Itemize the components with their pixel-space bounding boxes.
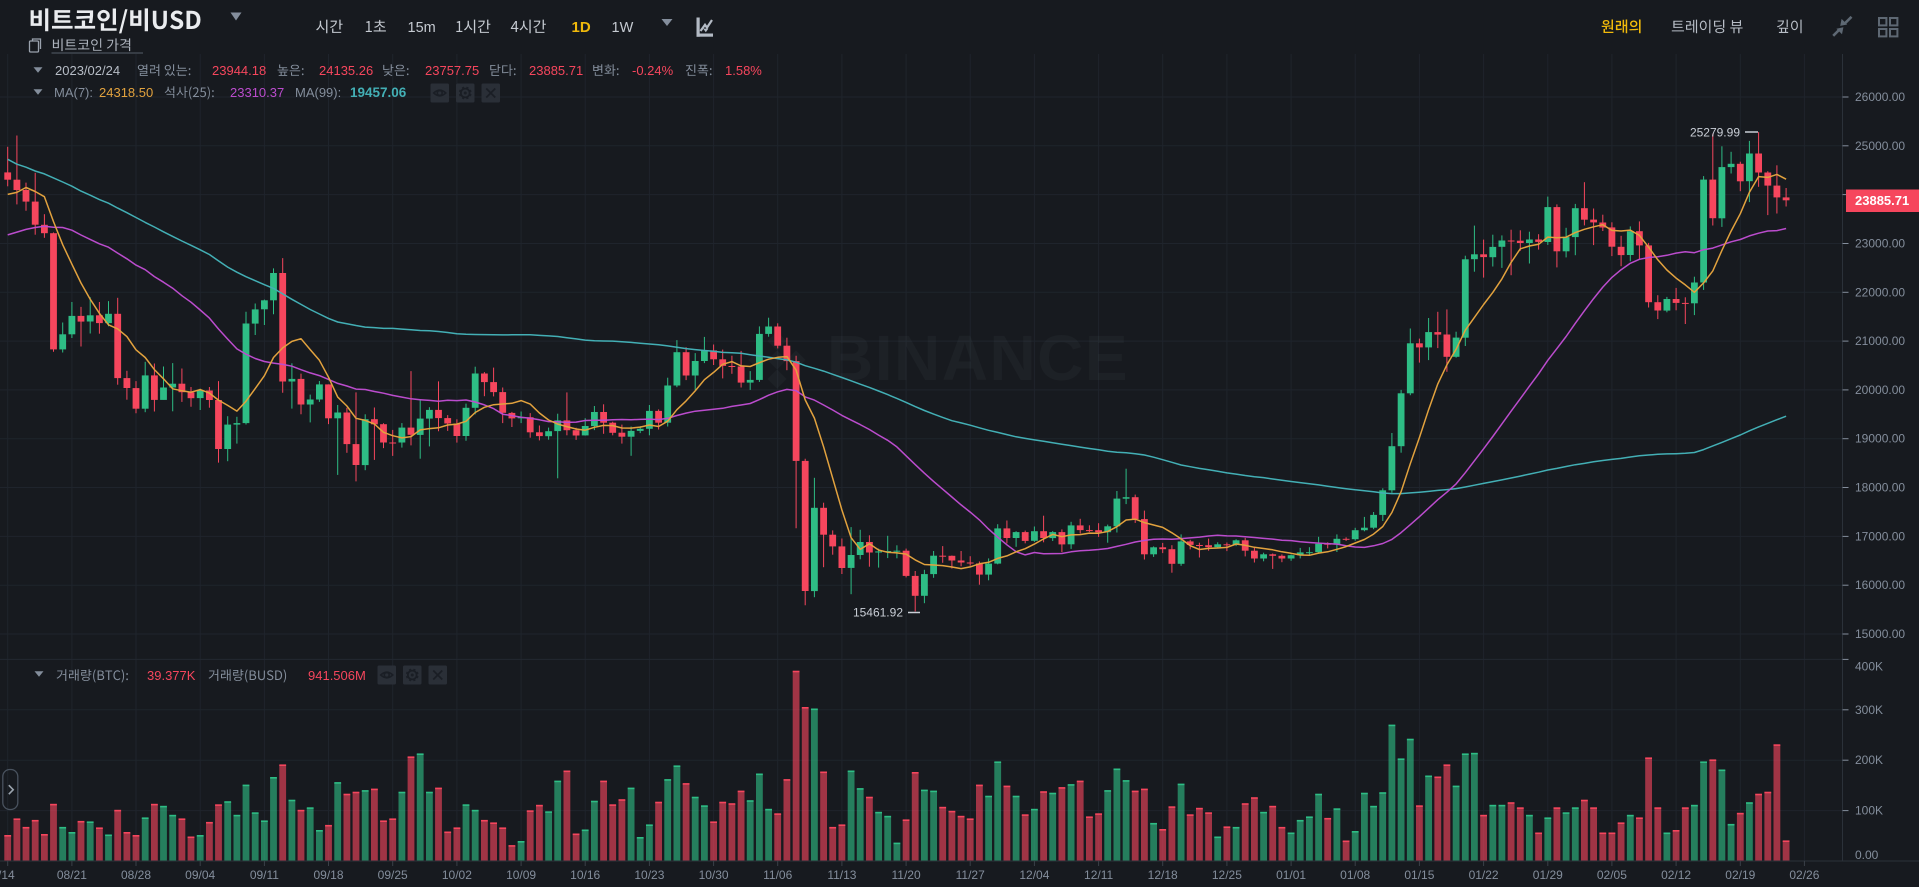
svg-text:11/06: 11/06 bbox=[763, 868, 792, 882]
svg-text:10/30: 10/30 bbox=[699, 868, 729, 882]
svg-text:11/13: 11/13 bbox=[827, 868, 856, 882]
svg-text:16000.00: 16000.00 bbox=[1855, 578, 1905, 592]
svg-text:15461.92: 15461.92 bbox=[853, 606, 903, 620]
svg-text:941.506M: 941.506M bbox=[308, 668, 366, 683]
svg-text:01/08: 01/08 bbox=[1340, 868, 1370, 882]
svg-text:10/09: 10/09 bbox=[506, 868, 536, 882]
svg-text:1W: 1W bbox=[612, 20, 634, 36]
svg-text:10/16: 10/16 bbox=[570, 868, 600, 882]
svg-text:23885.71: 23885.71 bbox=[529, 63, 583, 78]
svg-text:-0.24%: -0.24% bbox=[632, 63, 674, 78]
svg-text:0.00: 0.00 bbox=[1855, 848, 1879, 862]
svg-text:11/27: 11/27 bbox=[956, 868, 985, 882]
svg-text:1D: 1D bbox=[572, 19, 591, 36]
svg-text:15000.00: 15000.00 bbox=[1855, 627, 1905, 641]
svg-text:23000.00: 23000.00 bbox=[1855, 237, 1905, 251]
svg-text:11/20: 11/20 bbox=[892, 868, 921, 882]
svg-text:25000.00: 25000.00 bbox=[1855, 139, 1905, 153]
svg-text:12/04: 12/04 bbox=[1019, 868, 1049, 882]
svg-text:12/25: 12/25 bbox=[1212, 868, 1242, 882]
svg-text:/14: /14 bbox=[0, 868, 15, 882]
svg-text:01/15: 01/15 bbox=[1404, 868, 1434, 882]
svg-text:400K: 400K bbox=[1855, 659, 1883, 673]
svg-text:02/05: 02/05 bbox=[1597, 868, 1627, 882]
svg-text:1.58%: 1.58% bbox=[725, 63, 762, 78]
svg-text:20000.00: 20000.00 bbox=[1855, 383, 1905, 397]
svg-text:02/12: 02/12 bbox=[1661, 868, 1691, 882]
svg-text:09/18: 09/18 bbox=[313, 868, 343, 882]
svg-text:26000.00: 26000.00 bbox=[1855, 90, 1905, 104]
svg-text:17000.00: 17000.00 bbox=[1855, 529, 1905, 543]
svg-text:200K: 200K bbox=[1855, 753, 1883, 767]
svg-text:15m: 15m bbox=[408, 20, 436, 36]
svg-text:23310.37: 23310.37 bbox=[230, 85, 284, 100]
svg-text:12/18: 12/18 bbox=[1148, 868, 1178, 882]
svg-text:19000.00: 19000.00 bbox=[1855, 432, 1905, 446]
svg-text:10/02: 10/02 bbox=[442, 868, 472, 882]
svg-text:MA(99):: MA(99): bbox=[295, 85, 341, 100]
svg-text:09/11: 09/11 bbox=[250, 868, 279, 882]
svg-text:BINANCE: BINANCE bbox=[827, 322, 1129, 394]
svg-text:18000.00: 18000.00 bbox=[1855, 481, 1905, 495]
svg-text:22000.00: 22000.00 bbox=[1855, 285, 1905, 299]
svg-text:19457.06: 19457.06 bbox=[350, 85, 407, 100]
svg-text:02/19: 02/19 bbox=[1725, 868, 1755, 882]
svg-text:21000.00: 21000.00 bbox=[1855, 334, 1905, 348]
svg-text:08/28: 08/28 bbox=[121, 868, 151, 882]
svg-text:02/26: 02/26 bbox=[1789, 868, 1819, 882]
svg-text:MA(7):: MA(7): bbox=[54, 85, 93, 100]
svg-text:39.377K: 39.377K bbox=[147, 668, 196, 683]
svg-text:25279.99: 25279.99 bbox=[1690, 126, 1740, 140]
svg-text:09/04: 09/04 bbox=[185, 868, 215, 882]
svg-text:12/11: 12/11 bbox=[1084, 868, 1113, 882]
svg-text:01/29: 01/29 bbox=[1533, 868, 1563, 882]
svg-text:300K: 300K bbox=[1855, 703, 1883, 717]
svg-text:23944.18: 23944.18 bbox=[212, 63, 266, 78]
svg-text:09/25: 09/25 bbox=[378, 868, 408, 882]
svg-text:01/01: 01/01 bbox=[1276, 868, 1306, 882]
svg-text:01/22: 01/22 bbox=[1469, 868, 1499, 882]
svg-text:24318.50: 24318.50 bbox=[99, 85, 153, 100]
svg-text:08/21: 08/21 bbox=[57, 868, 87, 882]
svg-text:23757.75: 23757.75 bbox=[425, 63, 479, 78]
svg-text:24135.26: 24135.26 bbox=[319, 63, 373, 78]
svg-text:23885.71: 23885.71 bbox=[1855, 193, 1909, 208]
svg-text:10/23: 10/23 bbox=[634, 868, 664, 882]
svg-text:2023/02/24: 2023/02/24 bbox=[55, 63, 120, 78]
svg-text:100K: 100K bbox=[1855, 804, 1883, 818]
